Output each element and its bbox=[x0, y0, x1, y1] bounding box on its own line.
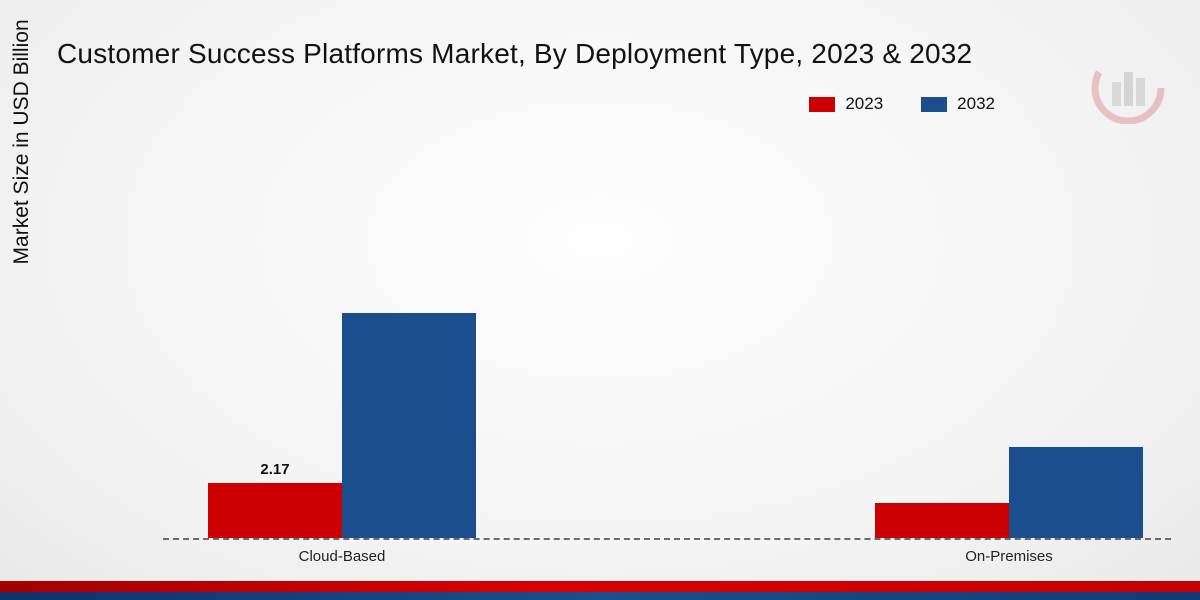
bar-2032-on-premises bbox=[1009, 447, 1143, 538]
chart-title: Customer Success Platforms Market, By De… bbox=[57, 38, 973, 69]
bar-group-cloud-based: 2.17 bbox=[208, 138, 476, 538]
x-axis-baseline bbox=[163, 538, 1171, 540]
legend-label-2023: 2023 bbox=[845, 94, 884, 113]
bar-2032-cloud-based bbox=[342, 313, 476, 538]
legend-item-2032: 2032 bbox=[921, 94, 995, 114]
legend-swatch-2032 bbox=[921, 96, 948, 112]
bar-value-label: 2.17 bbox=[260, 461, 290, 478]
category-label-on-premises: On-Premises bbox=[965, 548, 1053, 565]
footer-accent-strip-blue bbox=[0, 592, 1200, 600]
legend-item-2023: 2023 bbox=[809, 94, 883, 114]
bar-2023-on-premises bbox=[875, 503, 1009, 538]
legend-label-2032: 2032 bbox=[957, 94, 995, 113]
y-axis-label: Market Size in USD Billion bbox=[10, 19, 33, 265]
bar-group-on-premises bbox=[875, 138, 1143, 538]
legend-swatch-2023 bbox=[809, 96, 836, 112]
bar-2023-cloud-based: 2.17 bbox=[208, 461, 342, 538]
legend: 2023 2032 bbox=[809, 94, 995, 114]
watermark-logo-icon bbox=[1091, 52, 1165, 124]
footer-accent-strip-red bbox=[0, 581, 1200, 592]
category-label-cloud-based: Cloud-Based bbox=[298, 548, 386, 565]
